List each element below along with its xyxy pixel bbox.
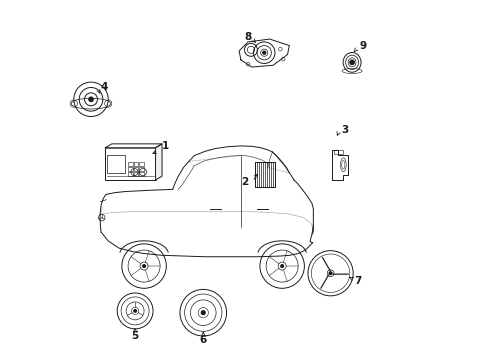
Bar (139, 167, 144, 171)
Text: 8: 8 (244, 32, 251, 41)
Bar (133, 167, 138, 171)
Text: 6: 6 (199, 334, 206, 345)
Circle shape (201, 311, 204, 315)
Circle shape (142, 265, 145, 267)
Text: 7: 7 (353, 276, 361, 286)
Circle shape (280, 265, 283, 267)
Polygon shape (239, 39, 289, 67)
Polygon shape (155, 144, 162, 180)
Bar (128, 167, 132, 171)
Polygon shape (332, 149, 348, 180)
Text: 9: 9 (359, 41, 366, 50)
Bar (139, 172, 144, 176)
Bar (128, 162, 132, 166)
Circle shape (134, 310, 136, 312)
Text: 1: 1 (162, 141, 169, 151)
Circle shape (349, 60, 353, 64)
Circle shape (262, 51, 265, 54)
Polygon shape (105, 144, 162, 148)
Text: 5: 5 (131, 331, 139, 341)
Text: 4: 4 (100, 82, 107, 92)
Bar (133, 172, 138, 176)
Bar (333, 150, 342, 154)
Bar (107, 155, 125, 173)
Text: 2: 2 (241, 177, 247, 187)
Text: 3: 3 (341, 125, 348, 135)
Bar (139, 162, 144, 166)
Bar (105, 148, 155, 180)
Bar (128, 172, 132, 176)
Circle shape (89, 97, 93, 102)
Bar (255, 162, 274, 187)
Bar (133, 162, 138, 166)
Circle shape (328, 272, 331, 275)
